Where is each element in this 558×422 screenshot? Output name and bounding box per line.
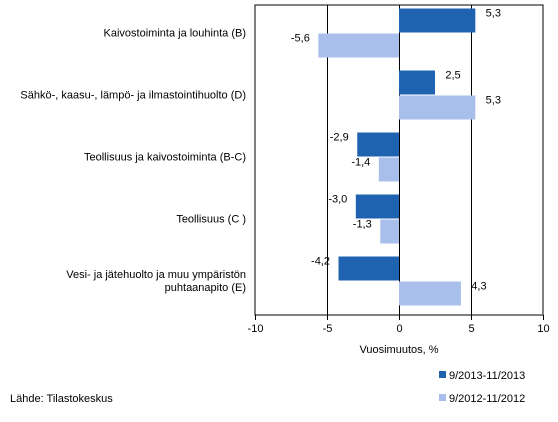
- category-label: Sähkö-, kaasu-, lämpö- ja ilmastointihuo…: [20, 90, 246, 102]
- bar: [338, 256, 399, 281]
- category-labels: Kaivostoiminta ja louhinta (B) Sähkö-, ka…: [20, 28, 246, 295]
- data-labels: 5,3 -5,6 2,5 5,3 -2,9 -1,4 -3,0 -1,3 -4,2 4,3: [291, 8, 501, 293]
- legend-label: 9/2012-11/2012: [449, 393, 525, 405]
- category-label: Vesi- ja jätehuolto ja muu ympäristön puh…: [66, 269, 246, 294]
- x-tick-label: -10: [248, 323, 264, 335]
- x-tick-label: -5: [323, 323, 333, 335]
- data-label: 4,3: [471, 281, 486, 293]
- legend-label: 9/2013-11/2013: [449, 370, 525, 382]
- data-label: -2,9: [330, 132, 349, 144]
- bar: [355, 194, 399, 219]
- x-axis-title: Vuosimuutos, %: [359, 344, 438, 356]
- data-label: -1,3: [353, 219, 372, 231]
- x-tick-label: 0: [396, 323, 402, 335]
- bar: [399, 70, 435, 95]
- bars: [318, 8, 476, 306]
- data-label: 5,3: [486, 95, 501, 107]
- data-label: 5,3: [486, 8, 501, 20]
- x-tick-label: 10: [537, 323, 549, 335]
- x-axis: -10 -5 0 5 10: [248, 315, 550, 335]
- bar: [399, 8, 476, 33]
- category-label: Kaivostoiminta ja louhinta (B): [104, 28, 246, 40]
- bar: [357, 132, 399, 157]
- bar: [399, 95, 476, 120]
- bar: [399, 281, 461, 306]
- category-label: Teollisuus (C ): [176, 214, 246, 226]
- data-label: -1,4: [351, 157, 370, 169]
- legend-swatch: [439, 394, 446, 401]
- data-label: 2,5: [445, 70, 460, 82]
- bar: [378, 157, 399, 182]
- category-label: Teollisuus ja kaivostoiminta (B-C): [84, 152, 246, 164]
- data-label: -4,2: [311, 256, 330, 268]
- x-tick-label: 5: [468, 323, 474, 335]
- data-label: -3,0: [328, 194, 347, 206]
- legend-swatch: [439, 371, 446, 378]
- bar: [318, 33, 399, 58]
- data-label: -5,6: [291, 33, 310, 45]
- source-note: Lähde: Tilastokeskus: [10, 393, 113, 405]
- bar: [380, 219, 399, 244]
- legend: 9/2013-11/2013 9/2012-11/2012: [439, 370, 525, 405]
